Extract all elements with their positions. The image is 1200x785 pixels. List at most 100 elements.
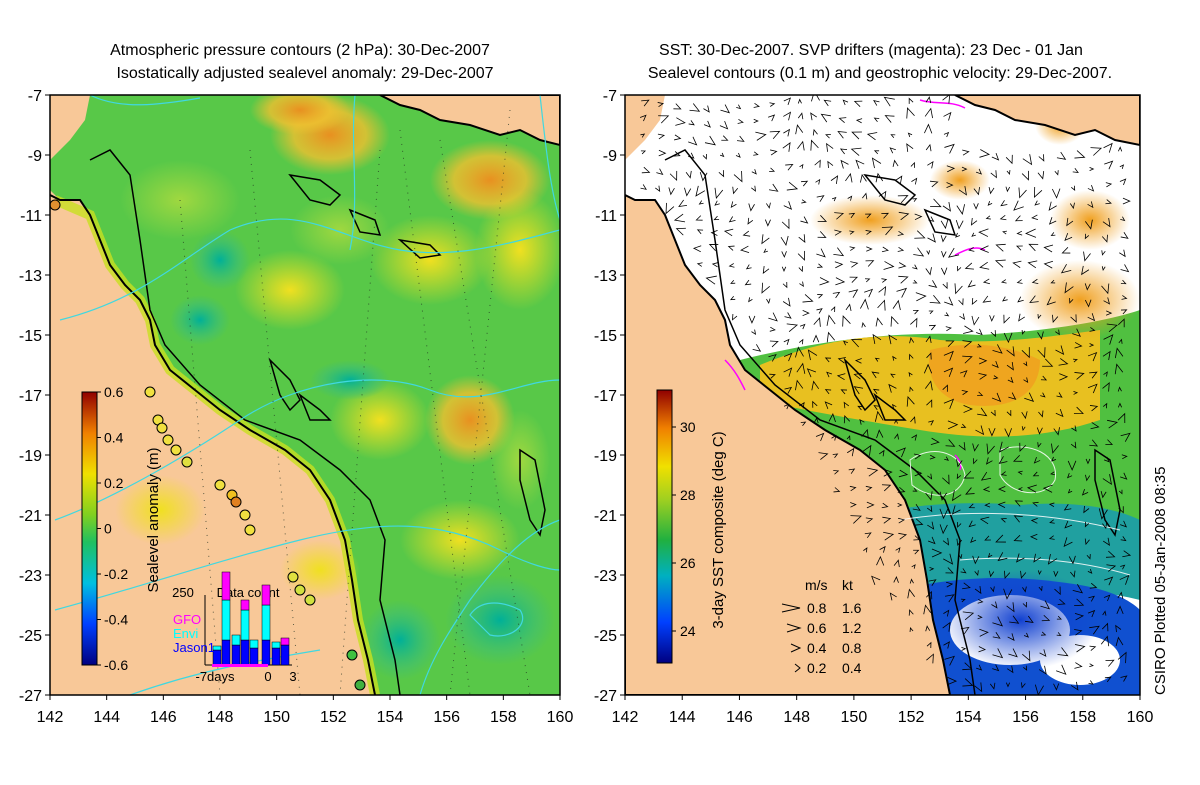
velocity-arrow [1047,553,1058,565]
velocity-arrow [833,247,845,257]
velocity-arrow [1115,636,1124,647]
velocity-arrow [977,598,984,604]
velocity-arrow [825,134,831,139]
velocity-arrow [997,501,1006,508]
islands-right [843,173,1121,537]
velocity-arrow [853,100,863,107]
velocity-arrow [1120,564,1126,570]
velocity-arrow [909,627,914,632]
velocity-arrow [1073,358,1078,363]
velocity-arrow [1021,170,1029,181]
velocity-arrow [913,453,922,460]
velocity-arrow [708,244,719,251]
velocity-arrow [1022,650,1031,662]
velocity-arrow [824,389,832,395]
velocity-arrow [736,135,745,142]
velocity-arrow [1101,266,1106,271]
svp-drifter-tracks [724,99,986,471]
velocity-arrow [977,407,988,417]
velocity-arrow [892,159,899,167]
velocity-arrow [878,285,887,296]
velocity-arrow [958,442,966,451]
velocity-arrow [998,485,1006,493]
velocity-arrow [995,243,1006,252]
shelf-edge-right [664,149,976,695]
velocity-arrow [786,181,799,191]
velocity-legend-rows: 0.8 1.6 0.6 1.2 0.4 0.8 0.2 0.4 [781,600,862,676]
velocity-arrow [993,375,999,380]
velocity-arrow [1005,186,1011,193]
velocity-arrow [823,99,832,107]
velocity-arrow [942,474,950,485]
sst-field [740,105,1140,695]
velocity-arrow [813,417,819,424]
velocity-arrow [817,231,827,238]
velocity-arrow [1021,426,1026,432]
velocity-arrow [961,646,967,651]
velocity-arrow [1089,327,1096,332]
sla-tick-label: 0.4 [104,430,124,446]
velocity-arrow [695,185,706,197]
y-tick-label: -19 [19,448,42,465]
x-tick-label: 150 [841,709,868,726]
velocity-arrow [965,487,975,495]
velocity-arrow [959,313,966,320]
velocity-arrow [1085,458,1091,465]
velocity-arrow [982,486,990,492]
velocity-arrow [850,339,863,348]
sla-tick-label: -0.6 [104,657,128,673]
y-tick-label: -13 [594,268,617,285]
velocity-arrow [1053,570,1059,578]
velocity-arrow [923,604,932,615]
velocity-arrow [976,343,982,348]
velocity-arrow [912,488,918,492]
velocity-arrow [1052,314,1059,323]
velocity-arrow [1074,612,1084,621]
velocity-arrow [929,324,937,331]
plot-credit: CSIRO Plotted 05-Jan-2008 08:35 [1152,467,1169,695]
sst-colorbar-label: 3-day SST composite (deg C) [710,431,727,628]
velocity-arrow [783,338,790,345]
velocity-arrow [1027,260,1038,269]
velocity-arrow [1084,538,1090,546]
velocity-arrow [1070,314,1077,323]
velocity-arrow [960,626,970,635]
velocity-arrow [1089,645,1097,651]
sla-tick-label: 0.6 [104,384,124,400]
velocity-arrow [1009,615,1020,624]
velocity-arrow [826,314,836,326]
velocity-arrow [1118,489,1123,495]
velocity-arrow [943,350,954,362]
x-tick-label: 158 [1069,709,1096,726]
velocity-arrow [737,119,744,124]
velocity-arrow [913,535,921,541]
velocity-arrow [840,389,847,395]
velocity-arrow [862,192,868,200]
velocity-arrow [891,403,897,409]
velocity-arrow [753,102,760,108]
velocity-arrow [881,278,888,283]
inset-legend-jason1: Jason1 [173,640,215,655]
velocity-arrow [855,159,865,169]
velocity-arrow [782,142,791,152]
velocity-arrow [1069,298,1074,304]
velocity-arrow [1072,328,1081,337]
velocity-arrow [860,173,867,183]
velocity-arrow [1068,555,1076,565]
velocity-arrow [890,373,896,378]
velocity-arrow [1034,186,1043,199]
velocity-arrow [1023,377,1029,384]
velocity-arrow [851,131,862,140]
velocity-arrow [1103,456,1110,463]
velocity-arrow [930,437,940,446]
velocity-arrow [1054,586,1061,596]
velocity-arrow [992,344,1003,354]
velocity-arrow [956,459,963,468]
velocity-arrow [1037,442,1042,448]
sla-tick-label: -0.2 [104,566,128,582]
velocity-arrow [1055,409,1064,418]
velocity-arrow [898,262,907,269]
velocity-arrow [641,99,650,107]
velocity-arrow [1029,533,1038,541]
velocity-arrow [1057,598,1066,605]
